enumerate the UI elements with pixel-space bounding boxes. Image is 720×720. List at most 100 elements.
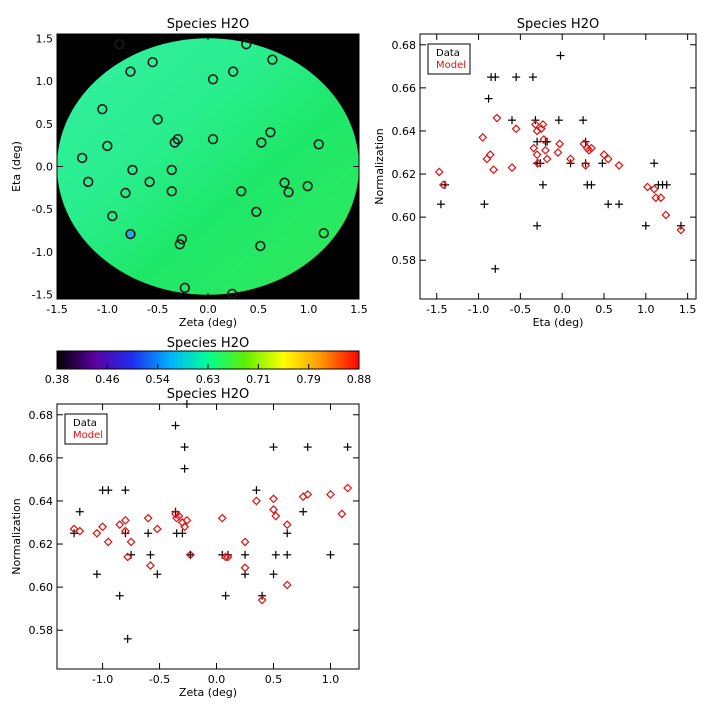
data-point [556,51,565,60]
model-point [271,511,281,521]
data-point [146,550,155,559]
data-point [533,137,542,146]
x-tick-label: 1.0 [300,303,318,316]
data-point [221,591,230,600]
map-point [169,137,180,148]
legend-box [427,43,471,75]
map-point [207,74,219,85]
model-point [115,520,125,530]
y-tick-label: 0.0 [36,161,54,174]
data-point [579,116,588,125]
model-point [223,552,233,562]
map-point [176,233,188,245]
model-point [478,132,488,142]
x-axis-label: Zeta (deg) [179,686,237,699]
model-point [217,513,227,523]
model-point [661,210,671,220]
map-point [236,186,247,197]
x-axis-label: Eta (deg) [533,316,584,329]
data-point [662,180,671,189]
map-point [125,228,136,240]
model-point [489,165,499,175]
y-tick-label: 0.66 [392,82,417,95]
model-point [656,193,666,203]
model-point [269,494,278,504]
x-tick-label: 1.0 [322,673,340,686]
data-point [528,73,537,82]
x-tick-label: -1.5 [46,303,67,316]
x-tick-label: 0.5 [250,303,268,316]
data-point [650,159,659,168]
x-tick-label: -1.0 [468,303,489,316]
y-tick-label: 0.58 [392,254,417,267]
map-point [207,133,219,145]
data-point [436,200,445,209]
model-point [92,528,102,538]
map-point [226,288,238,300]
data-point [343,443,352,452]
plot-frame [56,33,360,300]
y-tick-label: 0.5 [36,118,54,131]
model-point [98,522,108,532]
model-point [643,182,652,192]
model-point [337,509,347,519]
map-point [107,210,118,222]
data-point [536,159,545,168]
data-point [303,443,312,452]
map-point [102,140,113,152]
model-point [257,595,267,605]
data-point [180,464,189,473]
map-point [256,137,267,148]
y-tick-label: 0.62 [29,538,54,551]
model-point [599,150,609,160]
x-tick-label: 1.5 [679,303,697,316]
data-point [144,529,153,538]
map-point [147,57,158,68]
y-tick-label: -1.5 [32,289,53,302]
data-point [171,507,180,516]
data-point [641,221,650,230]
data-point [241,550,250,559]
map-point [241,39,252,50]
model-point [303,490,313,499]
map-point [302,180,313,192]
x-axis-label: Zeta (deg) [179,316,237,329]
data-point [538,180,547,189]
map-point [114,39,125,50]
colorbar-tick-label: 0.63 [196,373,221,386]
model-point [326,490,335,499]
y-tick-label: 1.5 [36,32,54,45]
y-tick-label: 0.64 [392,125,417,138]
model-point [507,163,517,173]
y-tick-label: 0.64 [29,495,54,508]
legend-entry: Data [73,418,97,429]
data-point [326,550,335,559]
model-point [434,167,444,177]
colorbar-title: Species H2O [167,336,249,351]
x-tick-label: 1.0 [637,303,655,316]
plot-frame [56,403,360,670]
data-point [604,200,613,209]
model-point [533,158,543,168]
map-point [152,114,163,125]
data-point [554,116,563,125]
x-tick-label: 1.5 [350,303,368,316]
data-point [491,264,500,273]
y-axis-label: Normalization [10,498,23,574]
y-tick-label: -1.0 [32,246,53,259]
map-panel: Species H2O -1.5 -1.0 -0.5 0.0 0.5 1.0 1.5 -1.5 -… [10,17,368,329]
model-point [555,139,565,149]
map-point [83,176,94,188]
y-tick-label: 0.68 [29,409,54,422]
data-point [283,529,292,538]
x-tick-label: 0.5 [265,673,283,686]
colorbar-tick-label: 0.71 [246,373,271,386]
map-point [318,227,329,239]
model-point [581,160,591,170]
field-disk [57,38,359,295]
data-point [153,570,162,579]
model-point [185,550,195,560]
colorbar-tick-label: 0.46 [95,373,120,386]
legend-entry: Model [73,430,103,441]
model-point [485,150,495,160]
